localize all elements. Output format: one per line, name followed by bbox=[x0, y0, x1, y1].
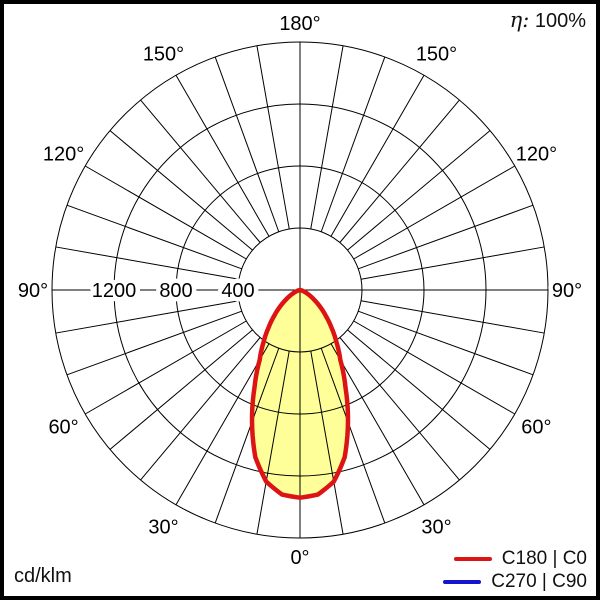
efficiency-readout: η: 100% bbox=[510, 8, 586, 33]
legend-item-c180-c0: C180 | C0 bbox=[443, 548, 587, 569]
unit-label: cd/klm bbox=[14, 565, 72, 587]
grid-spoke-140-left bbox=[140, 99, 261, 243]
grid-spoke-10-left bbox=[256, 350, 290, 535]
eta-symbol: η: bbox=[509, 8, 530, 32]
grid-spoke-20-right bbox=[320, 348, 386, 524]
angle-label-120-right: 120° bbox=[516, 144, 557, 166]
radial-tick-1200: 1200 bbox=[92, 280, 137, 302]
grid-spoke-50-left bbox=[109, 329, 253, 450]
legend-item-c270-c90: C270 | C90 bbox=[443, 571, 587, 592]
angle-label-90-right: 90° bbox=[552, 280, 582, 302]
angle-label-150-right: 150° bbox=[416, 44, 457, 66]
radial-tick-400: 400 bbox=[221, 280, 254, 302]
radial-tick-800: 800 bbox=[159, 280, 192, 302]
grid-spoke-170-left bbox=[256, 45, 290, 230]
legend-label-c270-c90: C270 | C90 bbox=[491, 570, 587, 592]
grid-spoke-130-right bbox=[347, 130, 491, 251]
grid-spoke-120-left bbox=[84, 165, 247, 260]
grid-spoke-160-right bbox=[320, 56, 386, 232]
grid-spoke-40-right bbox=[339, 337, 460, 481]
grid-spoke-130-left bbox=[109, 130, 253, 251]
grid-spoke-150-left bbox=[175, 74, 270, 237]
c270-c90-line-swatch bbox=[443, 579, 482, 584]
grid-spoke-80-right bbox=[360, 300, 545, 334]
grid-spoke-170-right bbox=[310, 45, 344, 230]
grid-spoke-30-left bbox=[175, 343, 270, 506]
efficiency-value: 100% bbox=[534, 10, 586, 32]
legend: C180 | C0 C270 | C90 bbox=[443, 548, 587, 592]
grid-spoke-100-right bbox=[360, 246, 545, 280]
grid-spoke-20-left bbox=[214, 348, 280, 524]
c180-c0-line-swatch bbox=[453, 556, 492, 561]
angle-label-90-left: 90° bbox=[18, 280, 48, 302]
grid-spoke-40-left bbox=[140, 337, 261, 481]
grid-spoke-60-right bbox=[353, 320, 516, 415]
grid-spoke-110-right bbox=[358, 204, 534, 270]
grid-spoke-50-right bbox=[347, 329, 491, 450]
angle-label-0: 0° bbox=[290, 547, 309, 569]
grid-spoke-150-right bbox=[330, 74, 425, 237]
grid-spoke-140-right bbox=[339, 99, 460, 243]
angle-label-120-left: 120° bbox=[43, 144, 84, 166]
grid-spoke-100-left bbox=[55, 246, 240, 280]
angle-label-60-right: 60° bbox=[521, 417, 551, 439]
grid-spoke-80-left bbox=[55, 300, 240, 334]
grid-spoke-60-left bbox=[84, 320, 247, 415]
c0-c180-curve bbox=[249, 287, 351, 500]
grid-spoke-70-left bbox=[66, 310, 242, 376]
angle-label-30-left: 30° bbox=[148, 516, 178, 538]
grid-spoke-70-right bbox=[358, 310, 534, 376]
grid-spoke-110-left bbox=[66, 204, 242, 270]
angle-label-60-left: 60° bbox=[48, 417, 78, 439]
grid-spoke-120-right bbox=[353, 165, 516, 260]
angle-label-150-left: 150° bbox=[143, 44, 184, 66]
grid-spoke-10-right bbox=[310, 350, 344, 535]
angle-label-180: 180° bbox=[279, 13, 320, 35]
angle-label-30-right: 30° bbox=[421, 516, 451, 538]
legend-label-c180-c0: C180 | C0 bbox=[501, 547, 587, 569]
grid-spoke-160-left bbox=[214, 56, 280, 232]
grid-spoke-30-right bbox=[330, 343, 425, 506]
